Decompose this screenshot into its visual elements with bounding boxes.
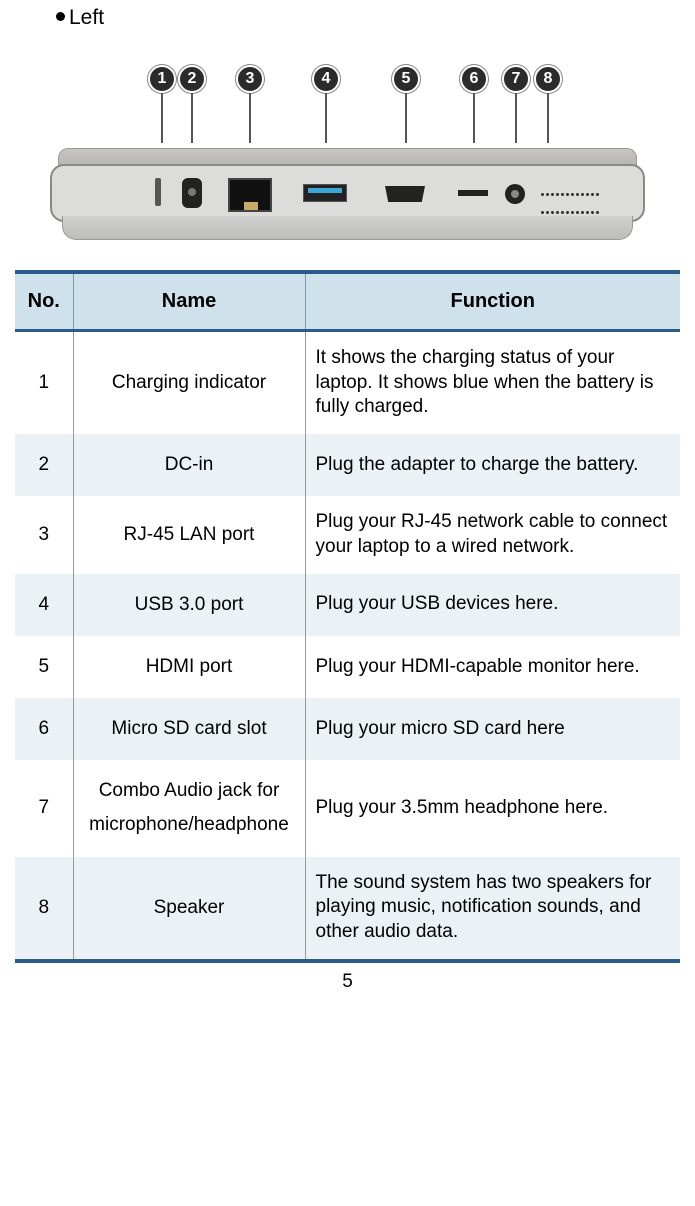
callout-marker: 2 <box>178 65 206 143</box>
marker-line <box>249 93 251 143</box>
cell-function: It shows the charging status of your lap… <box>305 331 680 435</box>
cell-function: The sound system has two speakers for pl… <box>305 857 680 961</box>
marker-line <box>161 93 163 143</box>
cell-no: 2 <box>15 434 73 496</box>
table-row: 8SpeakerThe sound system has two speaker… <box>15 857 680 961</box>
port-sd-icon <box>458 190 488 196</box>
callout-marker: 8 <box>534 65 562 143</box>
callout-marker: 3 <box>236 65 264 143</box>
page-number: 5 <box>0 971 695 993</box>
marker-line <box>405 93 407 143</box>
port-audio-icon <box>505 184 525 204</box>
cell-function: Plug your RJ-45 network cable to connect… <box>305 496 680 573</box>
marker-number: 2 <box>178 65 206 93</box>
table-header-row: No. Name Function <box>15 272 680 331</box>
marker-number: 1 <box>148 65 176 93</box>
marker-number: 6 <box>460 65 488 93</box>
cell-no: 4 <box>15 574 73 636</box>
cell-no: 3 <box>15 496 73 573</box>
cell-no: 6 <box>15 698 73 760</box>
cell-name: Charging indicator <box>73 331 305 435</box>
col-function: Function <box>305 272 680 331</box>
callout-marker: 1 <box>148 65 176 143</box>
marker-number: 3 <box>236 65 264 93</box>
bullet-icon <box>56 12 65 21</box>
table-row: 1Charging indicatorIt shows the charging… <box>15 331 680 435</box>
cell-name: RJ-45 LAN port <box>73 496 305 573</box>
cell-function: Plug the adapter to charge the battery. <box>305 434 680 496</box>
port-usb-icon <box>303 184 347 202</box>
table-row: 7Combo Audio jack for microphone/headpho… <box>15 760 680 856</box>
port-hdmi-icon <box>385 186 425 202</box>
marker-line <box>515 93 517 143</box>
laptop-side-diagram: 12 3 4 5 678 <box>50 65 645 240</box>
marker-line <box>191 93 193 143</box>
col-no: No. <box>15 272 73 331</box>
callout-marker: 4 <box>312 65 340 143</box>
heading-text: Left <box>69 6 104 29</box>
marker-line <box>325 93 327 143</box>
cell-function: Plug your 3.5mm headphone here. <box>305 760 680 856</box>
cell-name: USB 3.0 port <box>73 574 305 636</box>
port-rj45-icon <box>228 178 272 212</box>
cell-name: Combo Audio jack for microphone/headphon… <box>73 760 305 856</box>
table-row: 4USB 3.0 portPlug your USB devices here. <box>15 574 680 636</box>
marker-number: 4 <box>312 65 340 93</box>
cell-name: Speaker <box>73 857 305 961</box>
marker-number: 5 <box>392 65 420 93</box>
callout-marker: 5 <box>392 65 420 143</box>
col-name: Name <box>73 272 305 331</box>
table-row: 6Micro SD card slotPlug your micro SD ca… <box>15 698 680 760</box>
ports-table: No. Name Function 1Charging indicatorIt … <box>15 270 680 963</box>
section-heading: Left <box>10 0 685 30</box>
port-speaker-icon <box>540 184 600 204</box>
cell-function: Plug your HDMI-capable monitor here. <box>305 636 680 698</box>
cell-function: Plug your micro SD card here <box>305 698 680 760</box>
marker-line <box>547 93 549 143</box>
table-row: 2DC-inPlug the adapter to charge the bat… <box>15 434 680 496</box>
laptop-body <box>50 148 645 240</box>
cell-name: DC-in <box>73 434 305 496</box>
port-dcin-icon <box>182 178 202 208</box>
table-row: 3RJ-45 LAN portPlug your RJ-45 network c… <box>15 496 680 573</box>
cell-no: 1 <box>15 331 73 435</box>
table-row: 5HDMI portPlug your HDMI-capable monitor… <box>15 636 680 698</box>
cell-no: 5 <box>15 636 73 698</box>
callout-marker: 7 <box>502 65 530 143</box>
cell-name: HDMI port <box>73 636 305 698</box>
marker-number: 8 <box>534 65 562 93</box>
port-charging-led-icon <box>155 178 161 206</box>
cell-no: 7 <box>15 760 73 856</box>
marker-number: 7 <box>502 65 530 93</box>
callout-marker: 6 <box>460 65 488 143</box>
cell-function: Plug your USB devices here. <box>305 574 680 636</box>
marker-line <box>473 93 475 143</box>
cell-name: Micro SD card slot <box>73 698 305 760</box>
cell-no: 8 <box>15 857 73 961</box>
